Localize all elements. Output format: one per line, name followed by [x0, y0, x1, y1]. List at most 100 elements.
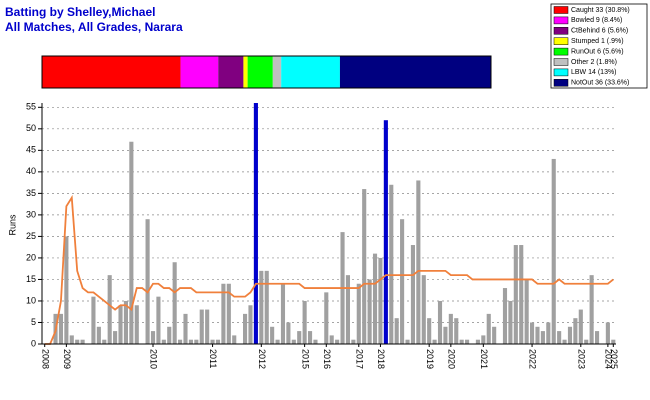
bar	[443, 326, 448, 344]
bar	[524, 279, 529, 344]
y-tick-label: 45	[26, 145, 36, 155]
bar	[465, 339, 470, 344]
bar	[275, 339, 280, 344]
bar	[448, 313, 453, 344]
bar	[291, 339, 296, 344]
bar	[58, 313, 64, 344]
bar	[134, 305, 139, 344]
bar	[421, 275, 426, 344]
bar	[475, 339, 480, 344]
legend-label: Caught 33 (30.8%)	[571, 7, 630, 14]
bar	[594, 331, 600, 344]
x-tick-label: 2010	[149, 349, 159, 369]
dismissal-segment	[281, 56, 340, 88]
bar	[286, 322, 291, 344]
bar	[264, 270, 269, 344]
y-tick-label: 55	[26, 102, 36, 112]
bar	[178, 339, 183, 344]
bar	[69, 335, 74, 344]
bar	[492, 326, 497, 344]
y-axis-label: Runs	[7, 214, 17, 236]
bar	[188, 339, 193, 344]
bar	[567, 326, 573, 344]
bar	[270, 326, 275, 344]
bar	[172, 262, 177, 344]
bar	[378, 257, 383, 344]
bar	[367, 279, 372, 344]
legend-swatch	[553, 27, 569, 35]
bar	[345, 275, 351, 344]
chart-subtitle: All Matches, All Grades, Narara	[5, 20, 183, 34]
x-tick-label: 2025	[609, 349, 619, 369]
x-tick-label: 2009	[62, 349, 72, 369]
bar	[183, 313, 188, 344]
legend-label: Stumped 1 (.9%)	[571, 38, 624, 45]
bar	[405, 339, 410, 344]
x-tick-label: 2020	[446, 349, 456, 369]
x-tick-label: 2021	[479, 349, 489, 369]
bar	[329, 335, 334, 344]
x-tick-label: 2012	[257, 349, 267, 369]
y-tick-label: 15	[26, 274, 36, 284]
bar	[145, 219, 150, 344]
bar	[297, 331, 302, 344]
x-tick-label: 2018	[376, 349, 386, 369]
bar	[335, 339, 340, 344]
bar	[226, 283, 231, 344]
legend-swatch	[553, 16, 569, 25]
y-tick-label: 10	[26, 295, 36, 305]
bar	[80, 339, 85, 344]
legend-swatch	[553, 58, 569, 66]
dismissal-segment	[180, 56, 219, 88]
y-tick-label: 5	[31, 317, 36, 327]
bar	[259, 270, 264, 344]
bar	[573, 318, 578, 344]
bar	[459, 339, 464, 344]
bar	[486, 313, 491, 344]
bar	[199, 309, 204, 344]
y-tick-label: 35	[26, 188, 36, 198]
bar	[356, 283, 361, 344]
bar	[481, 335, 486, 344]
dismissal-segment	[339, 56, 491, 88]
bar	[589, 275, 594, 344]
bar	[324, 292, 329, 344]
legend-swatch	[553, 47, 569, 56]
x-tick-label: 2015	[300, 349, 310, 369]
bar	[605, 322, 610, 344]
bar	[432, 339, 437, 344]
bar	[205, 309, 210, 344]
legend-label: LBW 14 (13%)	[571, 69, 617, 76]
bar	[454, 318, 459, 344]
bar	[194, 339, 199, 344]
bar	[400, 219, 405, 344]
legend-label: RunOut 6 (5.6%)	[571, 48, 624, 55]
legend-label: Bowled 9 (8.4%)	[571, 17, 622, 24]
bar	[156, 296, 161, 344]
bar	[221, 283, 226, 344]
bar	[362, 189, 367, 344]
bar	[383, 120, 388, 344]
legend-label: NotOut 36 (33.6%)	[571, 80, 629, 87]
bar	[64, 236, 69, 344]
bar	[540, 331, 545, 344]
bar	[167, 326, 172, 344]
x-tick-label: 2017	[354, 349, 364, 369]
bar	[232, 335, 237, 344]
average-line	[44, 194, 614, 345]
bar	[118, 305, 123, 344]
x-tick-label: 2016	[322, 349, 332, 369]
bar	[530, 322, 535, 344]
strip-border	[41, 55, 492, 89]
dismissal-segment	[42, 56, 181, 88]
bar	[562, 339, 567, 344]
bar	[280, 283, 286, 344]
bar	[253, 103, 258, 344]
bar	[107, 275, 112, 344]
bar	[611, 339, 616, 344]
x-tick-label: 2022	[528, 349, 538, 369]
legend-label: Other 2 (1.8%)	[571, 59, 617, 66]
dismissal-segment	[247, 56, 273, 88]
x-tick-label: 2008	[40, 349, 50, 369]
